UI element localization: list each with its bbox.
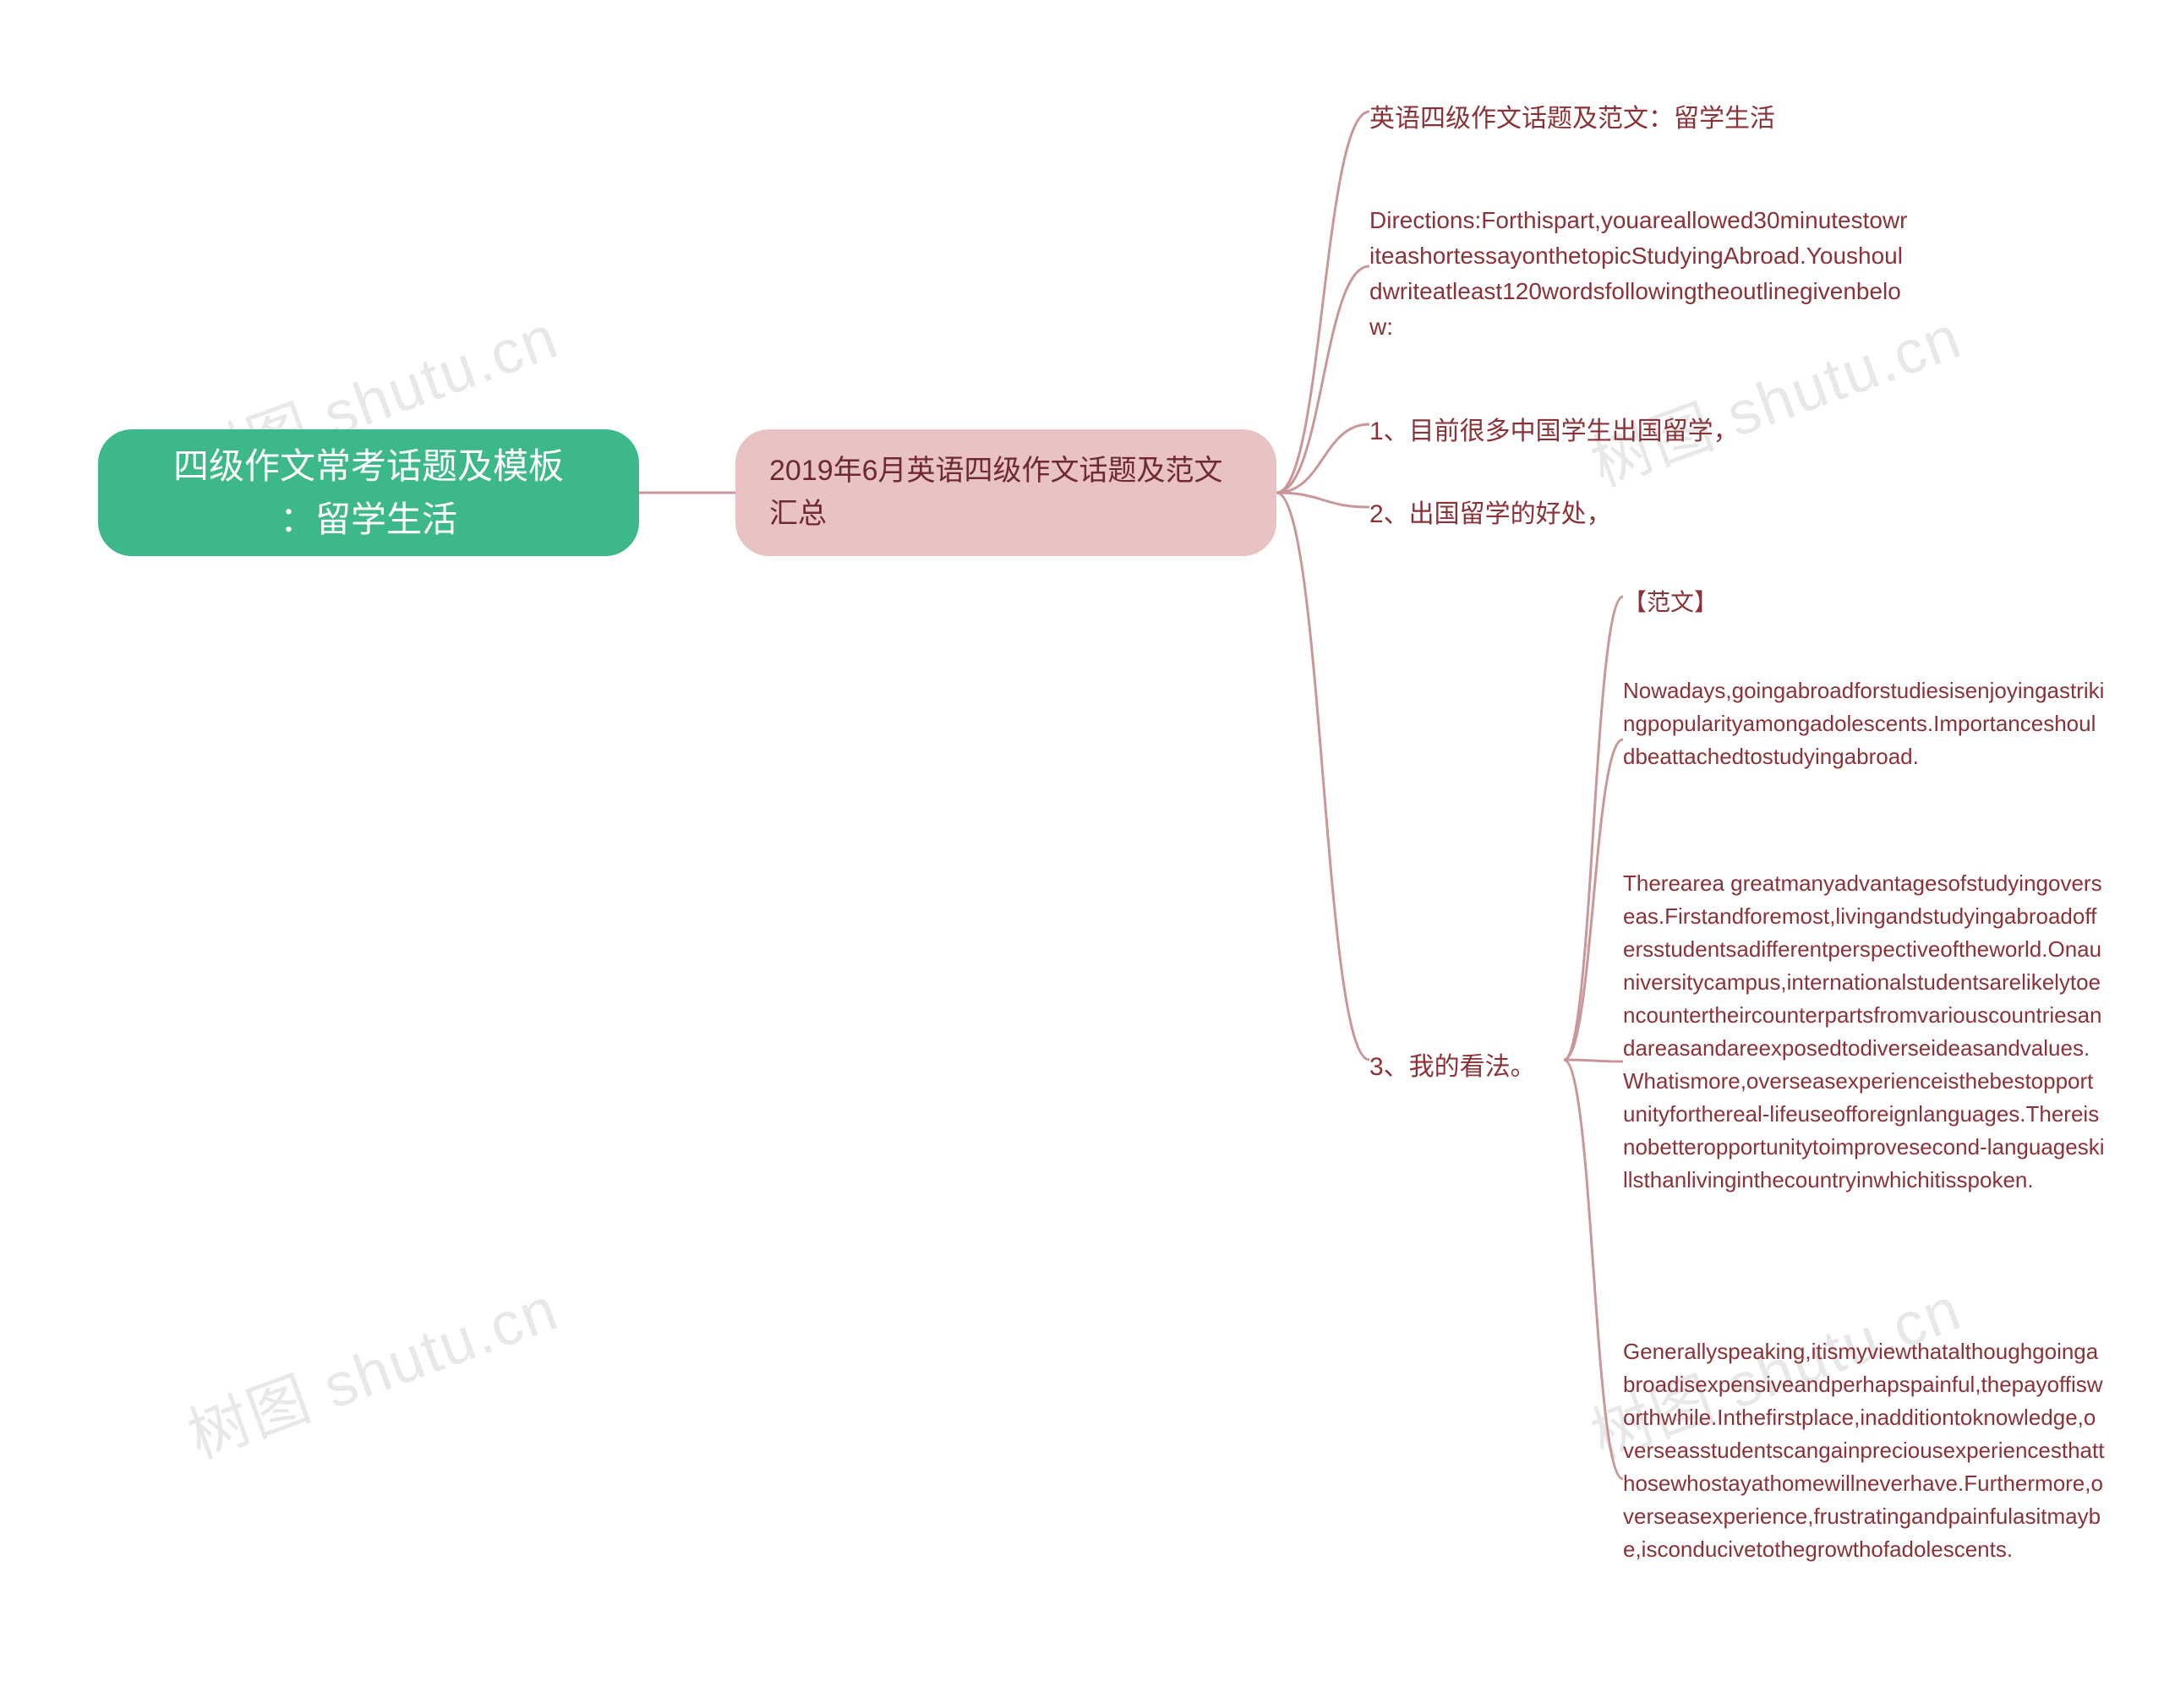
edge-l2-5-c3: [1564, 1060, 1623, 1061]
watermark-3: 树图 shutu.cn: [174, 1259, 568, 1475]
l3-text-3: Generallyspeaking,itismyviewthatalthough…: [1623, 1335, 2105, 1566]
l2-node-0[interactable]: 英语四级作文话题及范文：留学生活: [1369, 93, 1927, 145]
level1-node[interactable]: 2019年6月英语四级作文话题及范文汇总: [735, 429, 1276, 556]
l2-text-4: 3、我的看法。: [1369, 1048, 1536, 1086]
l2-text-0: 英语四级作文话题及范文：留学生活: [1369, 100, 1775, 138]
edge-l1-c3: [1276, 424, 1369, 493]
level1-text: 2019年6月英语四级作文话题及范文汇总: [769, 450, 1243, 536]
l2-node-1[interactable]: Directions:Forthispart,youareallowed30mi…: [1369, 196, 1910, 352]
l3-text-1: Nowadays,goingabroadforstudiesisenjoying…: [1623, 674, 2105, 773]
root-line2: ：留学生活: [280, 493, 457, 546]
l2-text-2: 1、目前很多中国学生出国留学，: [1369, 412, 1739, 450]
edge-l2-5-c2: [1564, 739, 1623, 1060]
edge-l1-c5: [1276, 493, 1369, 1060]
edge-l1-c1: [1276, 112, 1369, 493]
l3-text-0: 【范文】: [1623, 585, 1718, 620]
root-node[interactable]: 四级作文常考话题及模板 ：留学生活: [98, 429, 639, 556]
l3-node-0[interactable]: 【范文】: [1623, 578, 2096, 627]
l2-text-3: 2、出国留学的好处，: [1369, 495, 1612, 533]
edge-l1-c2: [1276, 266, 1369, 493]
edge-l2-5-c1: [1564, 597, 1623, 1060]
l3-node-1[interactable]: Nowadays,goingabroadforstudiesisenjoying…: [1623, 668, 2105, 780]
l2-node-3[interactable]: 2、出国留学的好处，: [1369, 488, 1927, 540]
l2-node-4[interactable]: 3、我的看法。: [1369, 1041, 1564, 1093]
l2-text-1: Directions:Forthispart,youareallowed30mi…: [1369, 203, 1910, 345]
root-line1: 四级作文常考话题及模板: [173, 439, 564, 493]
l3-text-2: Therearea greatmanyadvantagesofstudyingo…: [1623, 867, 2105, 1197]
l3-node-3[interactable]: Generallyspeaking,itismyviewthatalthough…: [1623, 1329, 2105, 1573]
l3-node-2[interactable]: Therearea greatmanyadvantagesofstudyingo…: [1623, 860, 2105, 1203]
edge-l1-c4: [1276, 493, 1369, 507]
edge-l2-5-c4: [1564, 1060, 1623, 1479]
l2-node-2[interactable]: 1、目前很多中国学生出国留学，: [1369, 406, 1927, 457]
